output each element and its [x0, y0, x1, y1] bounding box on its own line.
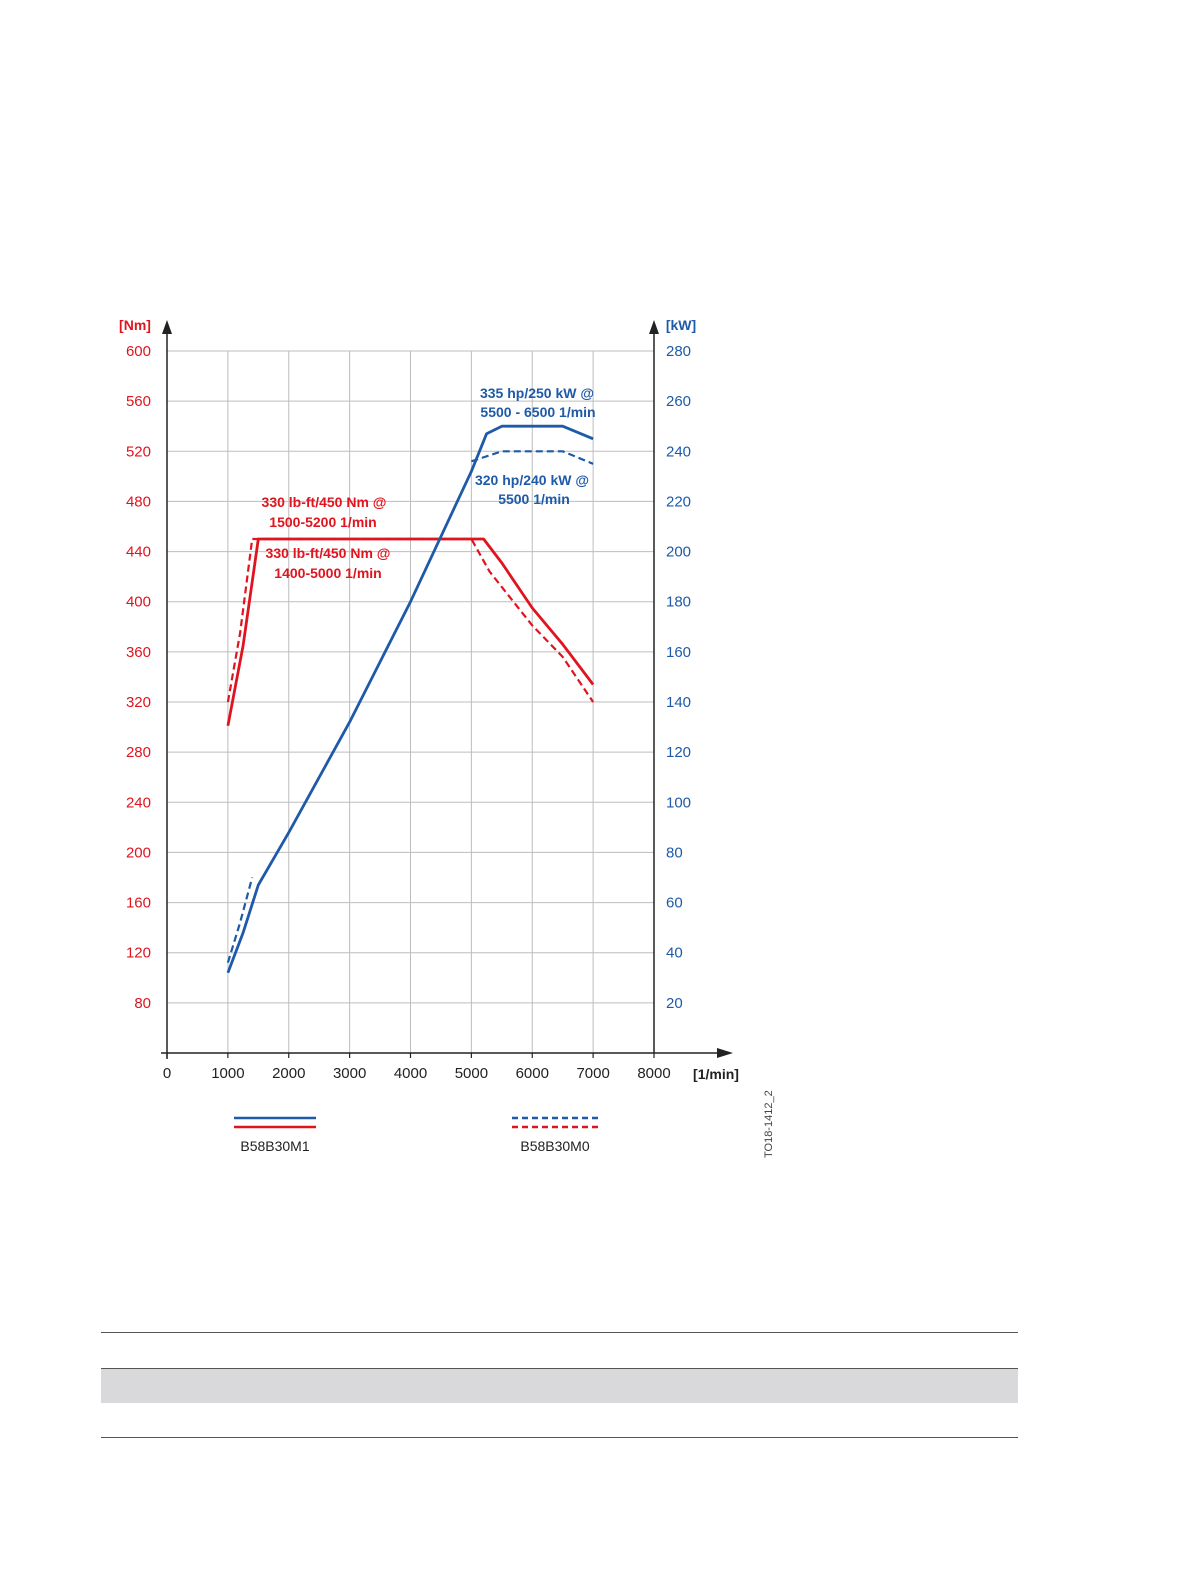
svg-text:335 hp/250 kW @: 335 hp/250 kW @ [480, 385, 594, 401]
torque-tick-label: 80 [134, 995, 151, 1012]
footer-rule-top [101, 1332, 1018, 1333]
power-line-b58b30m0 [226, 877, 254, 964]
torque-line-b58b30m0 [226, 537, 595, 703]
torque-tick-label: 480 [126, 493, 151, 510]
right-axis-unit: [kW] [666, 317, 696, 333]
x-tick-label: 8000 [637, 1065, 670, 1082]
right-axis-arrow [649, 320, 659, 334]
power-tick-label: 240 [666, 443, 691, 460]
power-tick-label: 280 [666, 343, 691, 360]
power-tick-label: 100 [666, 794, 691, 811]
annotation-torque-m0: 330 lb-ft/450 Nm @ 1400-5000 1/min [266, 545, 391, 581]
svg-text:5500 1/min: 5500 1/min [498, 491, 570, 507]
grid [167, 350, 655, 1053]
torque-tick-label: 560 [126, 393, 151, 410]
power-tick-label: 180 [666, 594, 691, 611]
x-tick-label: 2000 [272, 1065, 305, 1082]
svg-text:1400-5000 1/min: 1400-5000 1/min [274, 565, 381, 581]
legend: B58B30M1 B58B30M0 [234, 1116, 598, 1154]
annotation-torque-m1: 330 lb-ft/450 Nm @ 1500-5200 1/min [262, 494, 387, 530]
torque-tick-label: 200 [126, 844, 151, 861]
footer-rule-middle [101, 1368, 1018, 1369]
power-tick-label: 60 [666, 895, 683, 912]
torque-tick-label: 360 [126, 644, 151, 661]
power-tick-label: 160 [666, 644, 691, 661]
power-line-b58b30m0 [471, 450, 594, 465]
figure-id: TO18-1412_2 [763, 1090, 775, 1158]
footer-shaded-band [101, 1369, 1018, 1403]
x-tick-label: 6000 [516, 1065, 549, 1082]
torque-power-chart: 0 1000 2000 3000 4000 5000 6000 7000 8000 80 120 1… [119, 317, 775, 1158]
svg-text:320 hp/240 kW @: 320 hp/240 kW @ [475, 472, 589, 488]
torque-tick-label: 520 [126, 443, 151, 460]
x-axis-arrow [717, 1048, 733, 1058]
svg-text:5500 - 6500 1/min: 5500 - 6500 1/min [480, 404, 595, 420]
series-lines [226, 424, 595, 974]
x-tick-labels: 0 1000 2000 3000 4000 5000 6000 7000 8000 [163, 1065, 671, 1082]
power-tick-label: 260 [666, 393, 691, 410]
power-tick-label: 40 [666, 945, 683, 962]
x-tick-label: 0 [163, 1065, 171, 1082]
power-tick-label: 20 [666, 995, 683, 1012]
torque-tick-label: 280 [126, 744, 151, 761]
svg-text:330 lb-ft/450 Nm @: 330 lb-ft/450 Nm @ [262, 494, 387, 510]
legend-label: B58B30M1 [240, 1138, 309, 1154]
power-tick-label: 120 [666, 744, 691, 761]
torque-tick-label: 160 [126, 895, 151, 912]
power-tick-label: 140 [666, 694, 691, 711]
x-axis-unit: [1/min] [693, 1066, 739, 1082]
power-line-b58b30m1 [226, 424, 594, 974]
x-tick-label: 5000 [455, 1065, 488, 1082]
torque-tick-label: 400 [126, 594, 151, 611]
legend-label: B58B30M0 [520, 1138, 589, 1154]
torque-tick-label: 600 [126, 343, 151, 360]
torque-tick-label: 440 [126, 544, 151, 561]
power-tick-label: 80 [666, 844, 683, 861]
power-tick-label: 200 [666, 544, 691, 561]
torque-tick-label: 320 [126, 694, 151, 711]
power-tick-label: 220 [666, 493, 691, 510]
axes [161, 320, 733, 1059]
left-axis-arrow [162, 320, 172, 334]
svg-text:1500-5200 1/min: 1500-5200 1/min [269, 514, 376, 530]
power-tick-labels: 20 40 60 80 100 120 140 160 180 200 220 240 260 280 [666, 343, 691, 1012]
x-tick-label: 4000 [394, 1065, 427, 1082]
left-axis-unit: [Nm] [119, 317, 151, 333]
svg-text:330 lb-ft/450 Nm @: 330 lb-ft/450 Nm @ [266, 545, 391, 561]
legend-entry-b58b30m0: B58B30M0 [512, 1116, 598, 1154]
annotation-power-m0: 320 hp/240 kW @ 5500 1/min [475, 472, 589, 507]
annotation-power-m1: 335 hp/250 kW @ 5500 - 6500 1/min [480, 385, 596, 420]
torque-line-b58b30m1 [226, 537, 595, 727]
legend-entry-b58b30m1: B58B30M1 [234, 1116, 316, 1154]
x-tick-label: 1000 [211, 1065, 244, 1082]
torque-tick-label: 120 [126, 945, 151, 962]
x-tick-label: 7000 [576, 1065, 609, 1082]
x-tick-label: 3000 [333, 1065, 366, 1082]
torque-tick-label: 240 [126, 794, 151, 811]
torque-tick-labels: 80 120 160 200 240 280 320 360 400 440 480 520 560 60… [126, 343, 151, 1012]
footer-rule-bottom [101, 1437, 1018, 1438]
